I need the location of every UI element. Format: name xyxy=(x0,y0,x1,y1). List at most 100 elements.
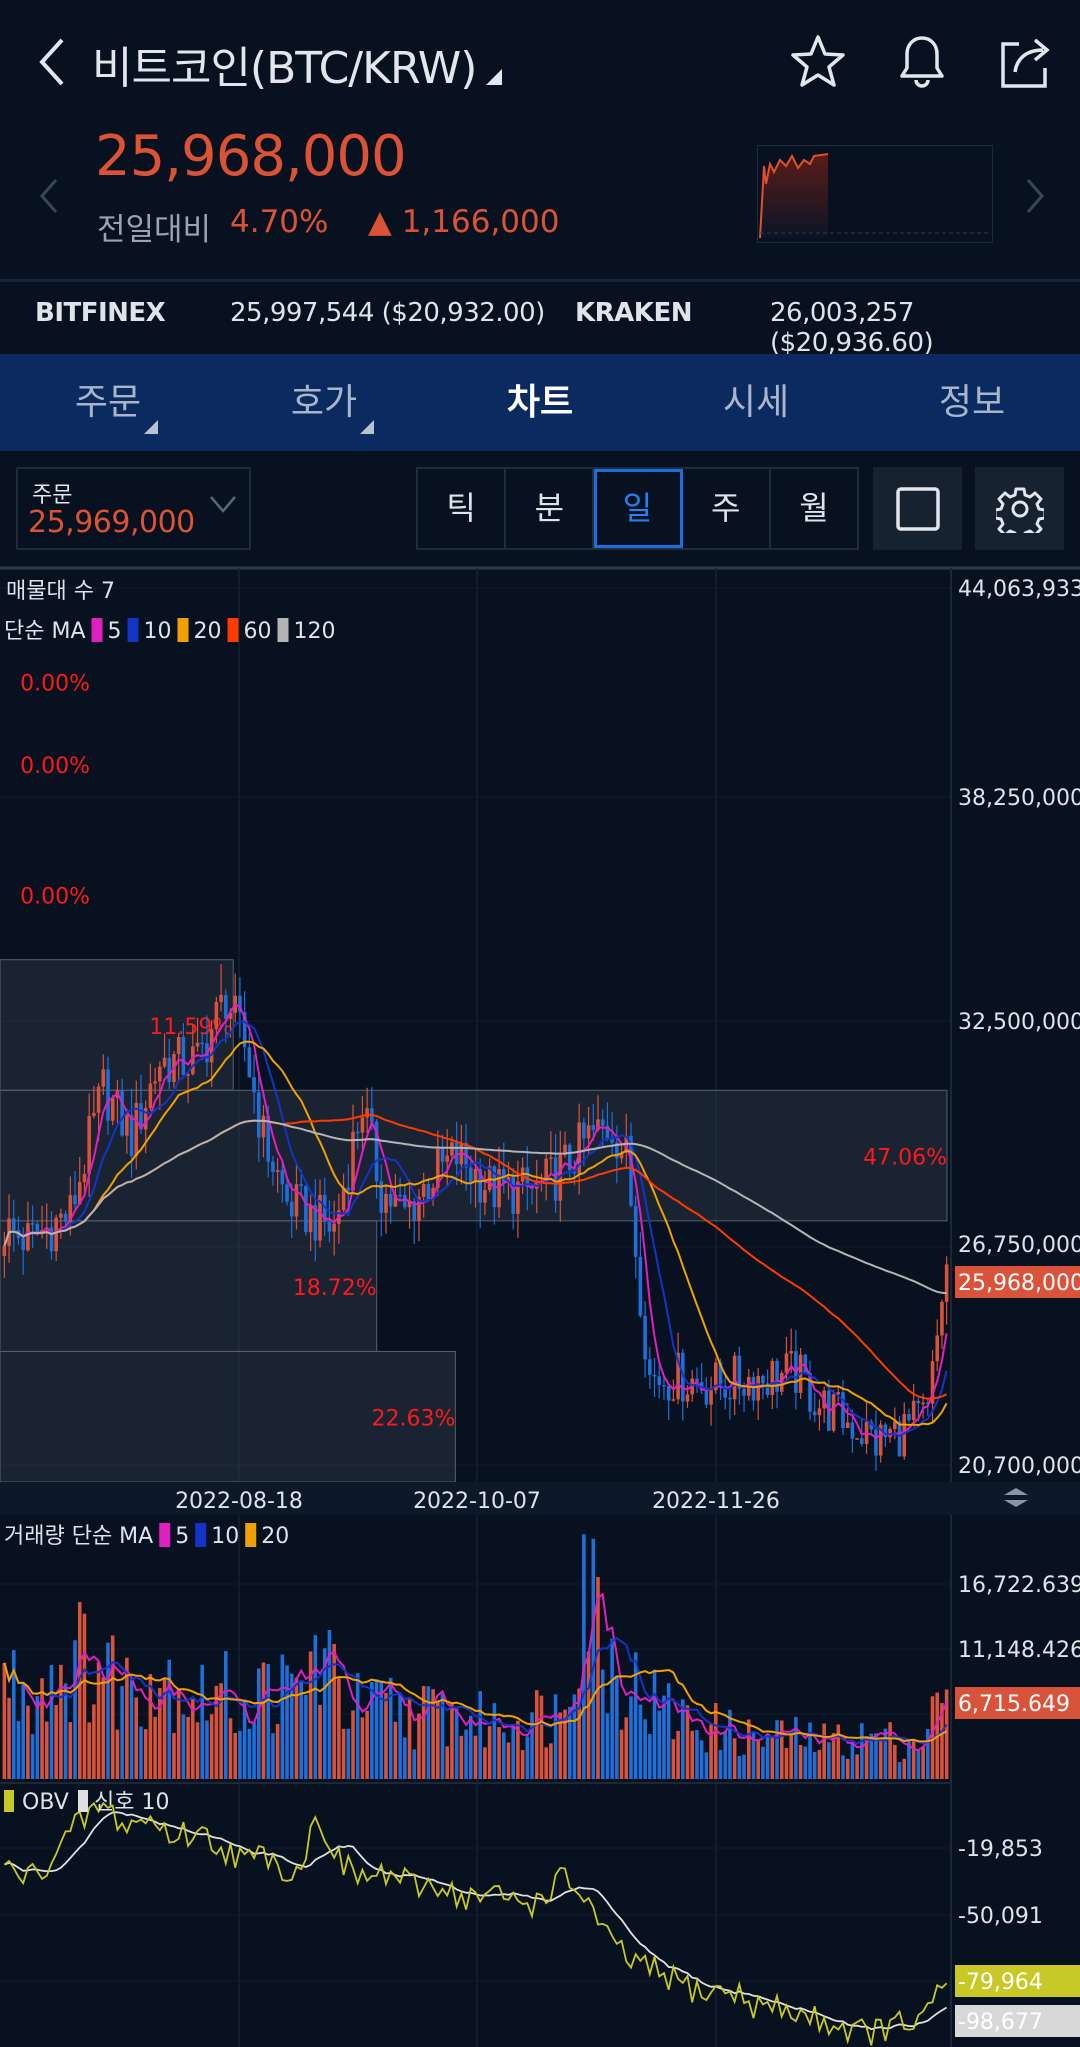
volume-bar xyxy=(219,1683,223,1779)
next-asset-chevron-icon[interactable] xyxy=(1022,176,1048,216)
date-axis xyxy=(0,1482,1080,1515)
candle-body xyxy=(563,1144,567,1155)
candle-body xyxy=(299,1184,303,1187)
gear-icon xyxy=(995,487,1044,533)
candle-body xyxy=(751,1377,756,1401)
volume-bar xyxy=(256,1668,261,1779)
candle-body xyxy=(332,1223,336,1232)
obv-y-tick: -19,853 xyxy=(958,1837,1043,1862)
candle-body xyxy=(558,1154,563,1201)
volume-bar xyxy=(148,1674,153,1779)
fullscreen-button[interactable] xyxy=(873,467,962,550)
change-percent: 4.70% xyxy=(230,204,329,240)
zone-percent-label: 11.59% xyxy=(149,1015,233,1040)
volume-bar xyxy=(784,1748,789,1779)
volume-bar xyxy=(158,1687,162,1779)
candle-body xyxy=(525,1167,530,1187)
volume-bar xyxy=(794,1717,798,1779)
volume-bar xyxy=(761,1746,765,1779)
tab-orderbook[interactable]: 호가 xyxy=(216,354,432,451)
volume-ma-5-line xyxy=(3,1592,948,1752)
volume-bar xyxy=(817,1750,822,1779)
share-button[interactable] xyxy=(995,32,1055,92)
period-day[interactable]: 일 xyxy=(594,469,683,548)
volume-bar xyxy=(186,1716,190,1779)
ma-120-line xyxy=(3,1119,947,1295)
ma-legend-swatch xyxy=(177,618,189,642)
candle-body xyxy=(633,1205,638,1257)
period-week[interactable]: 주 xyxy=(683,469,771,548)
volume-bar xyxy=(101,1677,106,1779)
volume-bar xyxy=(205,1720,209,1779)
alert-button[interactable] xyxy=(892,32,952,92)
asset-title[interactable]: 비트코인(BTC/KRW) xyxy=(92,32,503,96)
panel-resize-icon[interactable] xyxy=(1004,1488,1028,1507)
volume-bar xyxy=(878,1739,883,1779)
volume-bar xyxy=(11,1650,16,1779)
volume-bar xyxy=(440,1693,445,1779)
volume-bar xyxy=(73,1640,77,1779)
candle-body xyxy=(732,1355,737,1400)
volume-bar xyxy=(596,1577,600,1779)
candle-body xyxy=(158,1066,162,1082)
candle-body xyxy=(59,1213,63,1218)
volume-bar xyxy=(699,1740,704,1779)
volume-ma-legend-swatch xyxy=(195,1523,207,1547)
candle-body xyxy=(610,1138,614,1143)
prev-asset-chevron-icon[interactable] xyxy=(36,176,62,216)
tab-bar: 주문 호가 차트 시세 정보 xyxy=(0,354,1080,451)
volume-bar xyxy=(827,1742,831,1779)
back-button[interactable] xyxy=(28,32,78,92)
candle-body xyxy=(407,1201,412,1208)
volume-bar xyxy=(723,1731,727,1779)
candle-body xyxy=(911,1400,916,1421)
tab-chart[interactable]: 차트 xyxy=(432,354,648,451)
candle-body xyxy=(346,1187,351,1191)
volume-bar xyxy=(746,1719,751,1779)
volume-bar xyxy=(77,1601,82,1779)
tab-order[interactable]: 주문 xyxy=(0,354,216,451)
tab-info[interactable]: 정보 xyxy=(864,354,1080,451)
y-tick-label: 38,250,000 xyxy=(958,786,1080,811)
volume-bar xyxy=(172,1732,176,1779)
volume-bar xyxy=(855,1754,859,1779)
candle-body xyxy=(308,1205,313,1233)
tab-market[interactable]: 시세 xyxy=(648,354,864,451)
candle-body xyxy=(888,1429,892,1438)
settings-button[interactable] xyxy=(975,467,1064,550)
candle-body xyxy=(831,1394,836,1431)
volume-bar xyxy=(313,1635,318,1779)
period-tick[interactable]: 틱 xyxy=(418,469,507,548)
period-month[interactable]: 월 xyxy=(799,489,829,527)
chevron-down-icon xyxy=(210,496,236,513)
volume-bar xyxy=(417,1713,421,1779)
volume-bar xyxy=(167,1659,172,1779)
order-price: 25,969,000 xyxy=(28,505,195,540)
volume-bar xyxy=(567,1706,572,1779)
order-price-dropdown[interactable]: 주문 25,969,000 xyxy=(16,467,251,550)
volume-bar xyxy=(864,1736,869,1779)
volume-bar xyxy=(195,1722,200,1779)
volume-ma-legend-swatch xyxy=(159,1523,171,1547)
volume-bar xyxy=(671,1739,676,1779)
volume-bar xyxy=(874,1733,878,1779)
candle-body xyxy=(921,1402,925,1405)
volume-bar xyxy=(266,1663,270,1779)
volume-bar xyxy=(49,1664,54,1779)
candle-body xyxy=(106,1069,110,1121)
candle-body xyxy=(393,1194,398,1207)
candle-body xyxy=(869,1421,874,1430)
candle-body xyxy=(421,1184,426,1197)
candle-body xyxy=(666,1386,671,1401)
volume-bar xyxy=(633,1652,638,1779)
x-tick-label: 2022-10-07 xyxy=(413,1489,541,1514)
candle-body xyxy=(860,1438,864,1444)
candle-body xyxy=(200,1042,205,1045)
candle-body xyxy=(516,1181,520,1214)
period-minute[interactable]: 분 xyxy=(506,469,595,548)
favorite-button[interactable] xyxy=(788,32,848,92)
divider xyxy=(0,279,1080,282)
candle-body xyxy=(935,1335,940,1362)
volume-bar xyxy=(450,1704,454,1779)
